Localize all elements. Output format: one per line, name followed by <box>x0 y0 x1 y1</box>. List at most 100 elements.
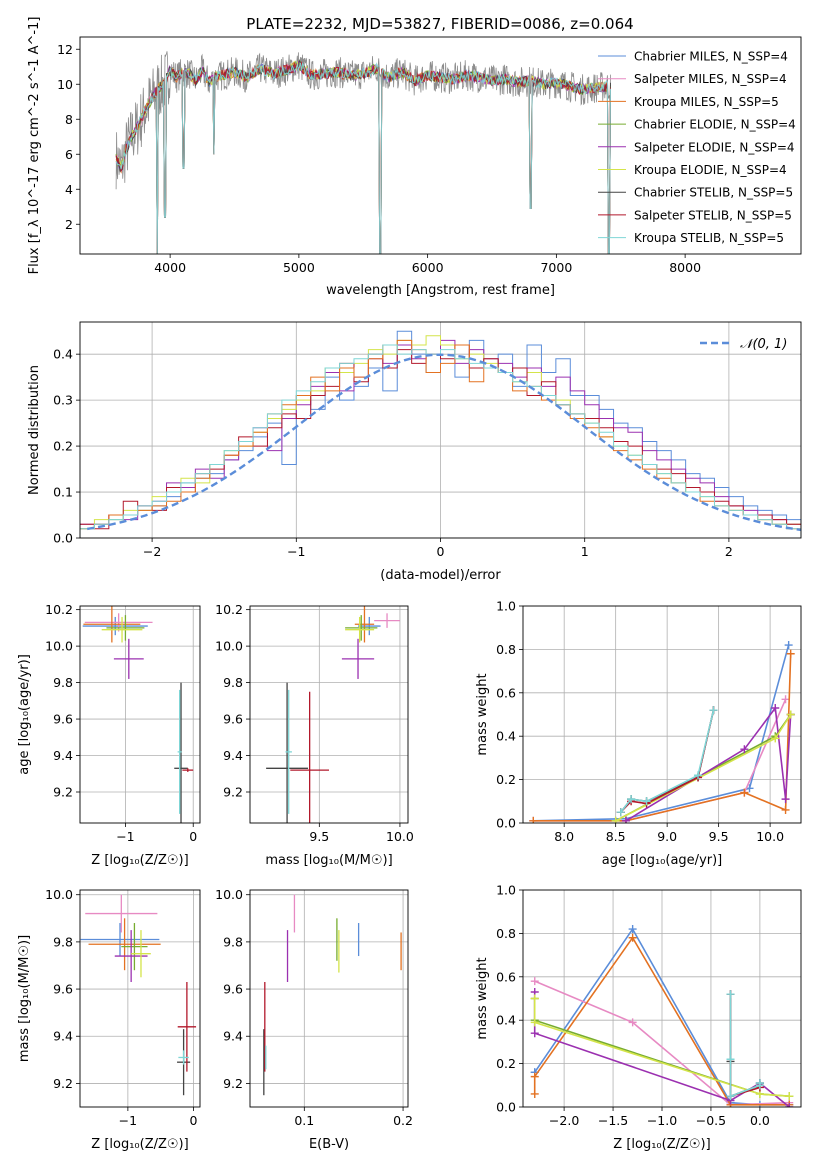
legend-label: Chabrier MILES, N_SSP=4 <box>634 50 788 64</box>
weight-marker <box>529 816 538 823</box>
weight-marker <box>755 1079 764 1088</box>
x-tick-label: 6000 <box>412 260 444 275</box>
legend-label: Chabrier ELODIE, N_SSP=4 <box>634 118 796 132</box>
x-tick-label: −1.5 <box>598 1113 628 1128</box>
axes-frame <box>522 889 802 1108</box>
panel-age-vs-mass <box>246 605 409 827</box>
errorbar-point <box>285 689 292 814</box>
y-tick-label: 0.2 <box>496 772 516 787</box>
y-tick-label: 9.4 <box>223 748 243 763</box>
x-axis-label: Z [log₁₀(Z/Z☉)] <box>91 853 188 868</box>
errorbar-point <box>290 691 329 823</box>
weight-series-line <box>534 980 790 1106</box>
x-tick-label: 10.0 <box>756 829 784 844</box>
y-tick-label: 9.6 <box>53 982 73 997</box>
x-tick-label: 9.5 <box>709 829 729 844</box>
weight-marker <box>627 795 636 804</box>
y-tick-label: 6 <box>65 147 73 162</box>
weight-marker <box>771 703 780 712</box>
panel-age-vs-Z <box>76 605 201 827</box>
errorbar-point <box>82 616 148 636</box>
weight-marker <box>530 977 539 986</box>
y-tick-label: 0.4 <box>53 347 73 362</box>
errorbar-point <box>114 930 148 982</box>
x-tick-label: 4000 <box>154 260 186 275</box>
y-tick-label: 0.2 <box>496 1056 516 1071</box>
x-tick-label: 0 <box>189 829 197 844</box>
weight-marker <box>785 1092 794 1101</box>
weight-marker <box>694 771 703 780</box>
x-axis-label: (data-model)/error <box>380 568 501 583</box>
y-tick-label: 0.4 <box>496 1013 516 1028</box>
x-tick-label: 7000 <box>540 260 572 275</box>
errorbar-point <box>121 923 148 971</box>
axes-frame <box>79 321 802 539</box>
errorbar-point <box>84 613 153 632</box>
errorbar-point <box>354 606 375 643</box>
weight-marker <box>781 695 790 704</box>
x-tick-label: −2 <box>143 544 161 559</box>
x-tick-label: 0 <box>437 544 445 559</box>
x-tick-label: 0.2 <box>393 1113 413 1128</box>
y-tick-label: 2 <box>65 217 73 232</box>
weight-marker <box>785 1103 794 1107</box>
axes-frame <box>522 605 802 824</box>
legend: Chabrier MILES, N_SSP=4 Salpeter MILES, N… <box>598 50 796 245</box>
weight-marker <box>621 816 630 823</box>
y-axis-label: Normed distribution <box>27 365 42 495</box>
panel-massweight-vs-age <box>519 605 802 827</box>
histogram-series <box>80 344 801 538</box>
y-tick-label: 9.6 <box>223 982 243 997</box>
x-tick-label: 5000 <box>283 260 315 275</box>
weight-marker <box>709 706 718 715</box>
weight-series-line <box>729 994 761 1098</box>
model-spectrum-line <box>115 62 611 254</box>
x-tick-label: 9.0 <box>657 829 677 844</box>
weight-marker <box>642 797 651 806</box>
y-tick-label: 10.0 <box>215 887 243 902</box>
errorbar-point <box>106 615 145 641</box>
y-tick-label: 10.0 <box>215 639 243 654</box>
errorbar-point <box>80 923 160 957</box>
weight-marker <box>628 933 637 942</box>
x-tick-label: −1.0 <box>647 1113 677 1128</box>
x-tick-label: −1 <box>287 544 305 559</box>
weight-marker <box>771 734 780 743</box>
x-axis-label: Z [log₁₀(Z/Z☉)] <box>613 1137 710 1152</box>
y-tick-label: 9.2 <box>223 785 243 800</box>
y-tick-label: 0.2 <box>53 439 73 454</box>
weight-series-line <box>729 994 761 1098</box>
x-tick-label: 0.1 <box>294 1113 314 1128</box>
x-tick-label: −2.0 <box>549 1113 579 1128</box>
weight-marker <box>628 925 637 934</box>
errorbar-point <box>182 768 194 772</box>
y-tick-label: 9.8 <box>53 934 73 949</box>
x-axis-label: Z [log₁₀(Z/Z☉)] <box>91 1137 188 1152</box>
errorbar-point <box>83 606 141 643</box>
errorbar-point <box>101 616 143 643</box>
y-tick-label: 10.2 <box>215 602 243 617</box>
weight-marker <box>530 1089 539 1098</box>
plot-area <box>80 322 801 538</box>
x-tick-label: 10.0 <box>386 829 414 844</box>
y-tick-label: 0.0 <box>496 1100 516 1115</box>
panel-spectrum: Chabrier MILES, N_SSP=4 Salpeter MILES, N… <box>76 36 802 258</box>
y-tick-label: 1.0 <box>496 883 516 898</box>
panel-residuals <box>76 321 802 542</box>
axes-frame <box>249 605 409 824</box>
weight-marker <box>781 805 790 814</box>
chart-title: PLATE=2232, MJD=53827, FIBERID=0086, z=0… <box>246 15 633 33</box>
y-tick-label: 0.4 <box>496 729 516 744</box>
errorbar-point <box>345 615 378 641</box>
errorbar-point <box>341 638 375 679</box>
x-tick-label: 9.5 <box>309 829 329 844</box>
weight-series-line <box>729 994 761 1098</box>
weight-marker <box>786 710 795 719</box>
plot-area <box>80 606 200 823</box>
plot-area <box>523 890 801 1107</box>
weight-marker <box>530 1018 539 1027</box>
y-tick-label: 9.8 <box>53 675 73 690</box>
x-tick-label: −1 <box>116 829 134 844</box>
y-axis-label: mass weight <box>475 673 490 755</box>
